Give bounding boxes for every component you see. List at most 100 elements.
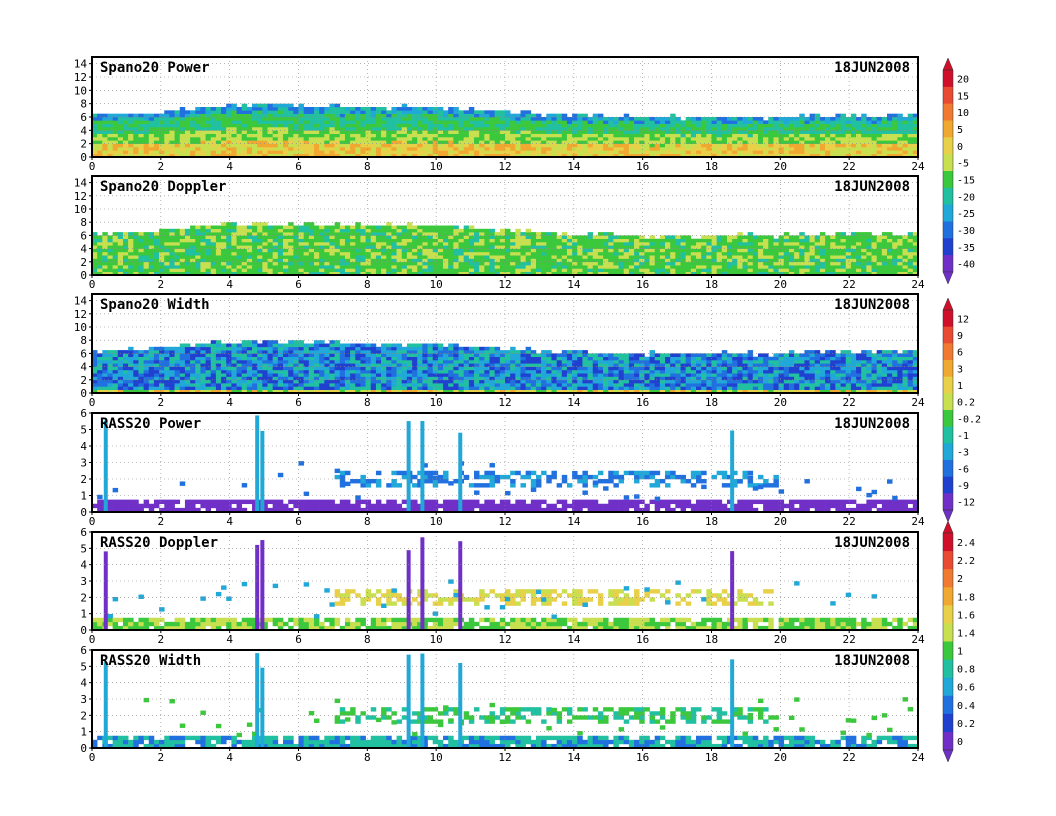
data-cell bbox=[164, 245, 170, 249]
data-cell bbox=[726, 137, 733, 141]
data-cell bbox=[174, 261, 181, 266]
data-cell bbox=[375, 117, 382, 121]
data-cell bbox=[861, 251, 867, 256]
data-cell bbox=[133, 353, 139, 357]
data-cell bbox=[277, 137, 284, 141]
data-cell bbox=[773, 127, 779, 131]
data-cell bbox=[623, 150, 630, 154]
data-cell bbox=[195, 110, 201, 114]
data-cell bbox=[164, 350, 170, 354]
data-cell bbox=[453, 238, 459, 243]
data-cell bbox=[396, 107, 403, 111]
data-cell bbox=[143, 360, 150, 364]
data-cell bbox=[856, 150, 862, 154]
data-cell bbox=[159, 113, 165, 118]
data-cell bbox=[773, 120, 779, 124]
data-cell bbox=[721, 242, 728, 246]
data-cell bbox=[799, 251, 805, 256]
data-cell bbox=[277, 376, 284, 381]
data-cell bbox=[231, 133, 237, 138]
data-cells bbox=[92, 103, 919, 158]
data-cell bbox=[701, 147, 707, 151]
data-cell bbox=[499, 228, 506, 233]
data-cell bbox=[283, 140, 289, 144]
data-cell bbox=[179, 120, 186, 124]
data-cell bbox=[277, 353, 284, 357]
data-cell bbox=[690, 153, 697, 158]
data-cell bbox=[252, 265, 258, 269]
data-cell bbox=[443, 238, 449, 243]
data-cell bbox=[308, 235, 315, 239]
data-cell bbox=[117, 389, 124, 394]
data-cell bbox=[174, 369, 181, 374]
data-cell bbox=[179, 127, 186, 131]
data-cell bbox=[520, 258, 526, 263]
data-cell bbox=[272, 242, 279, 246]
data-cell bbox=[613, 271, 619, 276]
data-cell bbox=[608, 127, 614, 131]
data-cell bbox=[515, 261, 521, 266]
data-cell bbox=[618, 255, 625, 259]
data-cell bbox=[835, 238, 841, 243]
data-cell bbox=[592, 238, 599, 243]
data-cell bbox=[778, 235, 785, 239]
data-cell bbox=[97, 366, 103, 371]
data-cell bbox=[768, 258, 774, 263]
data-cell bbox=[257, 238, 263, 243]
data-cell bbox=[339, 133, 346, 138]
data-cell bbox=[272, 225, 279, 230]
data-cell bbox=[92, 369, 98, 374]
data-cell bbox=[628, 143, 635, 148]
data-cell bbox=[907, 133, 914, 138]
data-cell bbox=[350, 261, 356, 266]
data-cell bbox=[494, 235, 501, 239]
data-cell bbox=[293, 238, 299, 243]
data-cell bbox=[804, 150, 810, 154]
data-cell bbox=[608, 123, 614, 128]
data-cell bbox=[122, 150, 129, 154]
data-cell bbox=[92, 271, 98, 276]
data-cell bbox=[484, 228, 490, 233]
data-cell bbox=[675, 147, 681, 151]
data-cell bbox=[226, 123, 232, 128]
data-cell bbox=[566, 153, 573, 158]
data-cell bbox=[257, 127, 263, 131]
data-cell bbox=[298, 153, 304, 158]
data-cell bbox=[412, 232, 418, 236]
data-cell bbox=[236, 346, 243, 351]
data-cell bbox=[179, 140, 186, 144]
data-cell bbox=[835, 261, 841, 266]
data-cell bbox=[783, 271, 790, 276]
data-cell bbox=[427, 127, 434, 131]
data-cell bbox=[226, 107, 232, 111]
data-cell bbox=[329, 271, 335, 276]
data-cell bbox=[608, 261, 614, 266]
data-cell bbox=[628, 133, 635, 138]
data-cell bbox=[525, 117, 532, 121]
data-cell bbox=[825, 117, 831, 121]
data-cell bbox=[122, 363, 129, 367]
data-cell bbox=[293, 268, 299, 272]
data-cell bbox=[319, 265, 325, 269]
data-cell bbox=[773, 255, 779, 259]
data-cell bbox=[546, 127, 552, 131]
data-cell bbox=[711, 117, 717, 121]
data-cell bbox=[195, 107, 201, 111]
data-cell bbox=[231, 238, 237, 243]
data-cell bbox=[515, 228, 521, 233]
data-cell bbox=[272, 140, 279, 144]
data-cell bbox=[907, 153, 914, 158]
data-cell bbox=[422, 110, 428, 114]
data-cell bbox=[350, 271, 356, 276]
data-cell bbox=[499, 235, 506, 239]
data-cell bbox=[763, 242, 769, 246]
data-cell bbox=[308, 255, 315, 259]
data-cell bbox=[520, 133, 526, 138]
data-cell bbox=[153, 242, 160, 246]
data-cell bbox=[231, 127, 237, 131]
data-cell bbox=[541, 245, 547, 249]
data-cell bbox=[143, 369, 150, 374]
data-cell bbox=[721, 140, 728, 144]
data-cell bbox=[195, 153, 201, 158]
data-cell bbox=[252, 238, 258, 243]
